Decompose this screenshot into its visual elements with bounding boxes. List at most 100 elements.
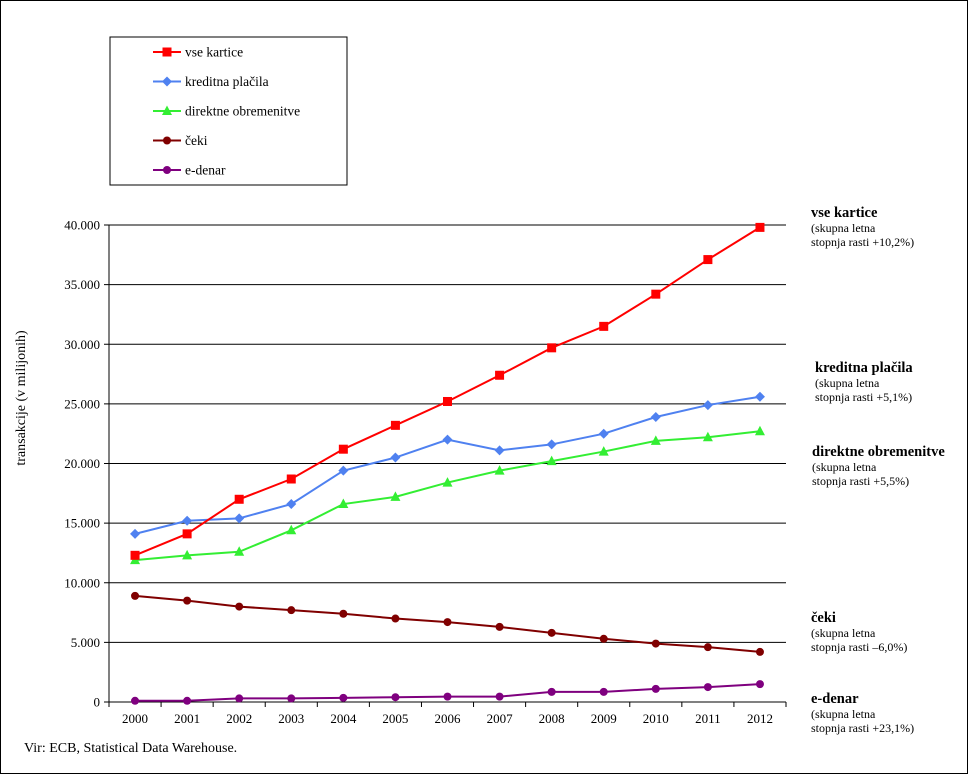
data-point bbox=[339, 609, 348, 618]
legend-label: kreditna plačila bbox=[185, 74, 269, 89]
data-point bbox=[130, 528, 141, 539]
data-point bbox=[651, 289, 661, 299]
legend: vse kartice kreditna plačila direktne obre… bbox=[109, 36, 348, 186]
annotation-line: stopnja rasti +5,1%) bbox=[815, 390, 912, 404]
data-point bbox=[702, 431, 713, 442]
y-axis-ticks: 0 5.000 10.000 15.000 20.000 25.000 30.000 35.0… bbox=[64, 218, 109, 710]
data-point bbox=[754, 425, 765, 436]
legend-item: e-denar bbox=[153, 163, 226, 178]
data-point bbox=[651, 684, 660, 693]
x-tick-label: 2011 bbox=[695, 711, 721, 726]
data-point bbox=[286, 474, 296, 484]
legend-label: čeki bbox=[185, 133, 208, 148]
x-tick-label: 2002 bbox=[226, 711, 252, 726]
data-point bbox=[495, 692, 504, 701]
data-point bbox=[390, 452, 401, 463]
data-point bbox=[390, 491, 401, 501]
x-tick-label: 2012 bbox=[747, 711, 773, 726]
x-tick-label: 2009 bbox=[591, 711, 617, 726]
y-tick-label: 20.000 bbox=[64, 456, 100, 471]
data-point bbox=[286, 524, 297, 535]
data-point bbox=[234, 546, 245, 556]
data-point bbox=[235, 602, 244, 611]
legend-marker bbox=[163, 166, 171, 174]
data-point bbox=[442, 477, 453, 487]
annotation-line: (skupna letna bbox=[811, 221, 876, 235]
series-4 bbox=[131, 680, 764, 705]
x-tick-label: 2003 bbox=[278, 711, 304, 726]
legend-label: vse kartice bbox=[185, 45, 243, 60]
data-point bbox=[651, 639, 660, 648]
series-1 bbox=[130, 391, 765, 539]
data-point bbox=[755, 680, 764, 689]
x-tick-label: 2006 bbox=[435, 711, 462, 726]
data-point bbox=[650, 435, 661, 445]
data-point bbox=[182, 529, 192, 539]
data-point bbox=[443, 692, 452, 701]
legend-box bbox=[109, 36, 348, 186]
legend-item: kreditna plačila bbox=[153, 74, 269, 89]
data-point bbox=[755, 647, 764, 656]
legend-marker bbox=[162, 47, 172, 57]
data-point bbox=[286, 499, 297, 510]
annotation-line: (skupna letna bbox=[811, 707, 876, 721]
y-axis-label: transakcije (v milijonih) bbox=[14, 330, 29, 466]
data-point bbox=[131, 696, 140, 705]
legend-marker bbox=[162, 76, 172, 87]
series-3 bbox=[131, 591, 764, 656]
legend-item: čeki bbox=[153, 133, 208, 148]
legend-item: vse kartice bbox=[153, 45, 243, 60]
gridlines bbox=[109, 224, 786, 643]
y-tick-label: 5.000 bbox=[71, 635, 100, 650]
data-point bbox=[182, 515, 193, 526]
series-0 bbox=[130, 222, 765, 560]
data-point bbox=[599, 687, 608, 696]
annotation-line: (skupna letna bbox=[812, 460, 877, 474]
y-tick-label: 25.000 bbox=[64, 396, 100, 411]
data-point bbox=[599, 634, 608, 643]
annotation-title: direktne obremenitve bbox=[812, 444, 945, 460]
data-point bbox=[390, 420, 400, 430]
data-point bbox=[234, 494, 244, 504]
data-point bbox=[547, 343, 557, 353]
data-point bbox=[546, 439, 557, 450]
data-point bbox=[547, 687, 556, 696]
data-point bbox=[287, 694, 296, 703]
data-point bbox=[754, 391, 765, 402]
data-point bbox=[183, 696, 192, 705]
annotation-line: (skupna letna bbox=[815, 376, 880, 390]
legend-item: direktne obremenitve bbox=[153, 104, 300, 119]
y-tick-label: 30.000 bbox=[64, 337, 100, 352]
data-point bbox=[599, 321, 609, 331]
x-tick-label: 2005 bbox=[382, 711, 408, 726]
y-tick-label: 15.000 bbox=[64, 516, 100, 531]
data-point bbox=[183, 596, 192, 605]
data-point bbox=[234, 513, 245, 524]
legend-marker bbox=[162, 105, 172, 115]
data-point bbox=[495, 622, 504, 631]
legend-label: direktne obremenitve bbox=[185, 104, 300, 119]
x-tick-label: 2000 bbox=[122, 711, 148, 726]
data-point bbox=[339, 693, 348, 702]
annotation-title: kreditna plačila bbox=[815, 360, 913, 376]
data-point bbox=[443, 396, 452, 406]
x-tick-label: 2008 bbox=[539, 711, 565, 726]
data-point bbox=[182, 549, 193, 560]
data-point bbox=[755, 222, 765, 232]
legend-label: e-denar bbox=[185, 163, 226, 178]
series-2 bbox=[130, 425, 765, 565]
y-tick-label: 10.000 bbox=[64, 575, 100, 590]
series-group bbox=[130, 222, 765, 705]
data-point bbox=[547, 628, 556, 637]
data-point bbox=[287, 606, 296, 615]
data-point bbox=[338, 498, 349, 509]
source-note: Vir: ECB, Statistical Data Warehouse. bbox=[24, 741, 237, 756]
data-point bbox=[703, 683, 712, 692]
data-point bbox=[391, 693, 400, 702]
annotation-line: (skupna letna bbox=[811, 626, 876, 640]
legend-marker bbox=[163, 136, 171, 145]
